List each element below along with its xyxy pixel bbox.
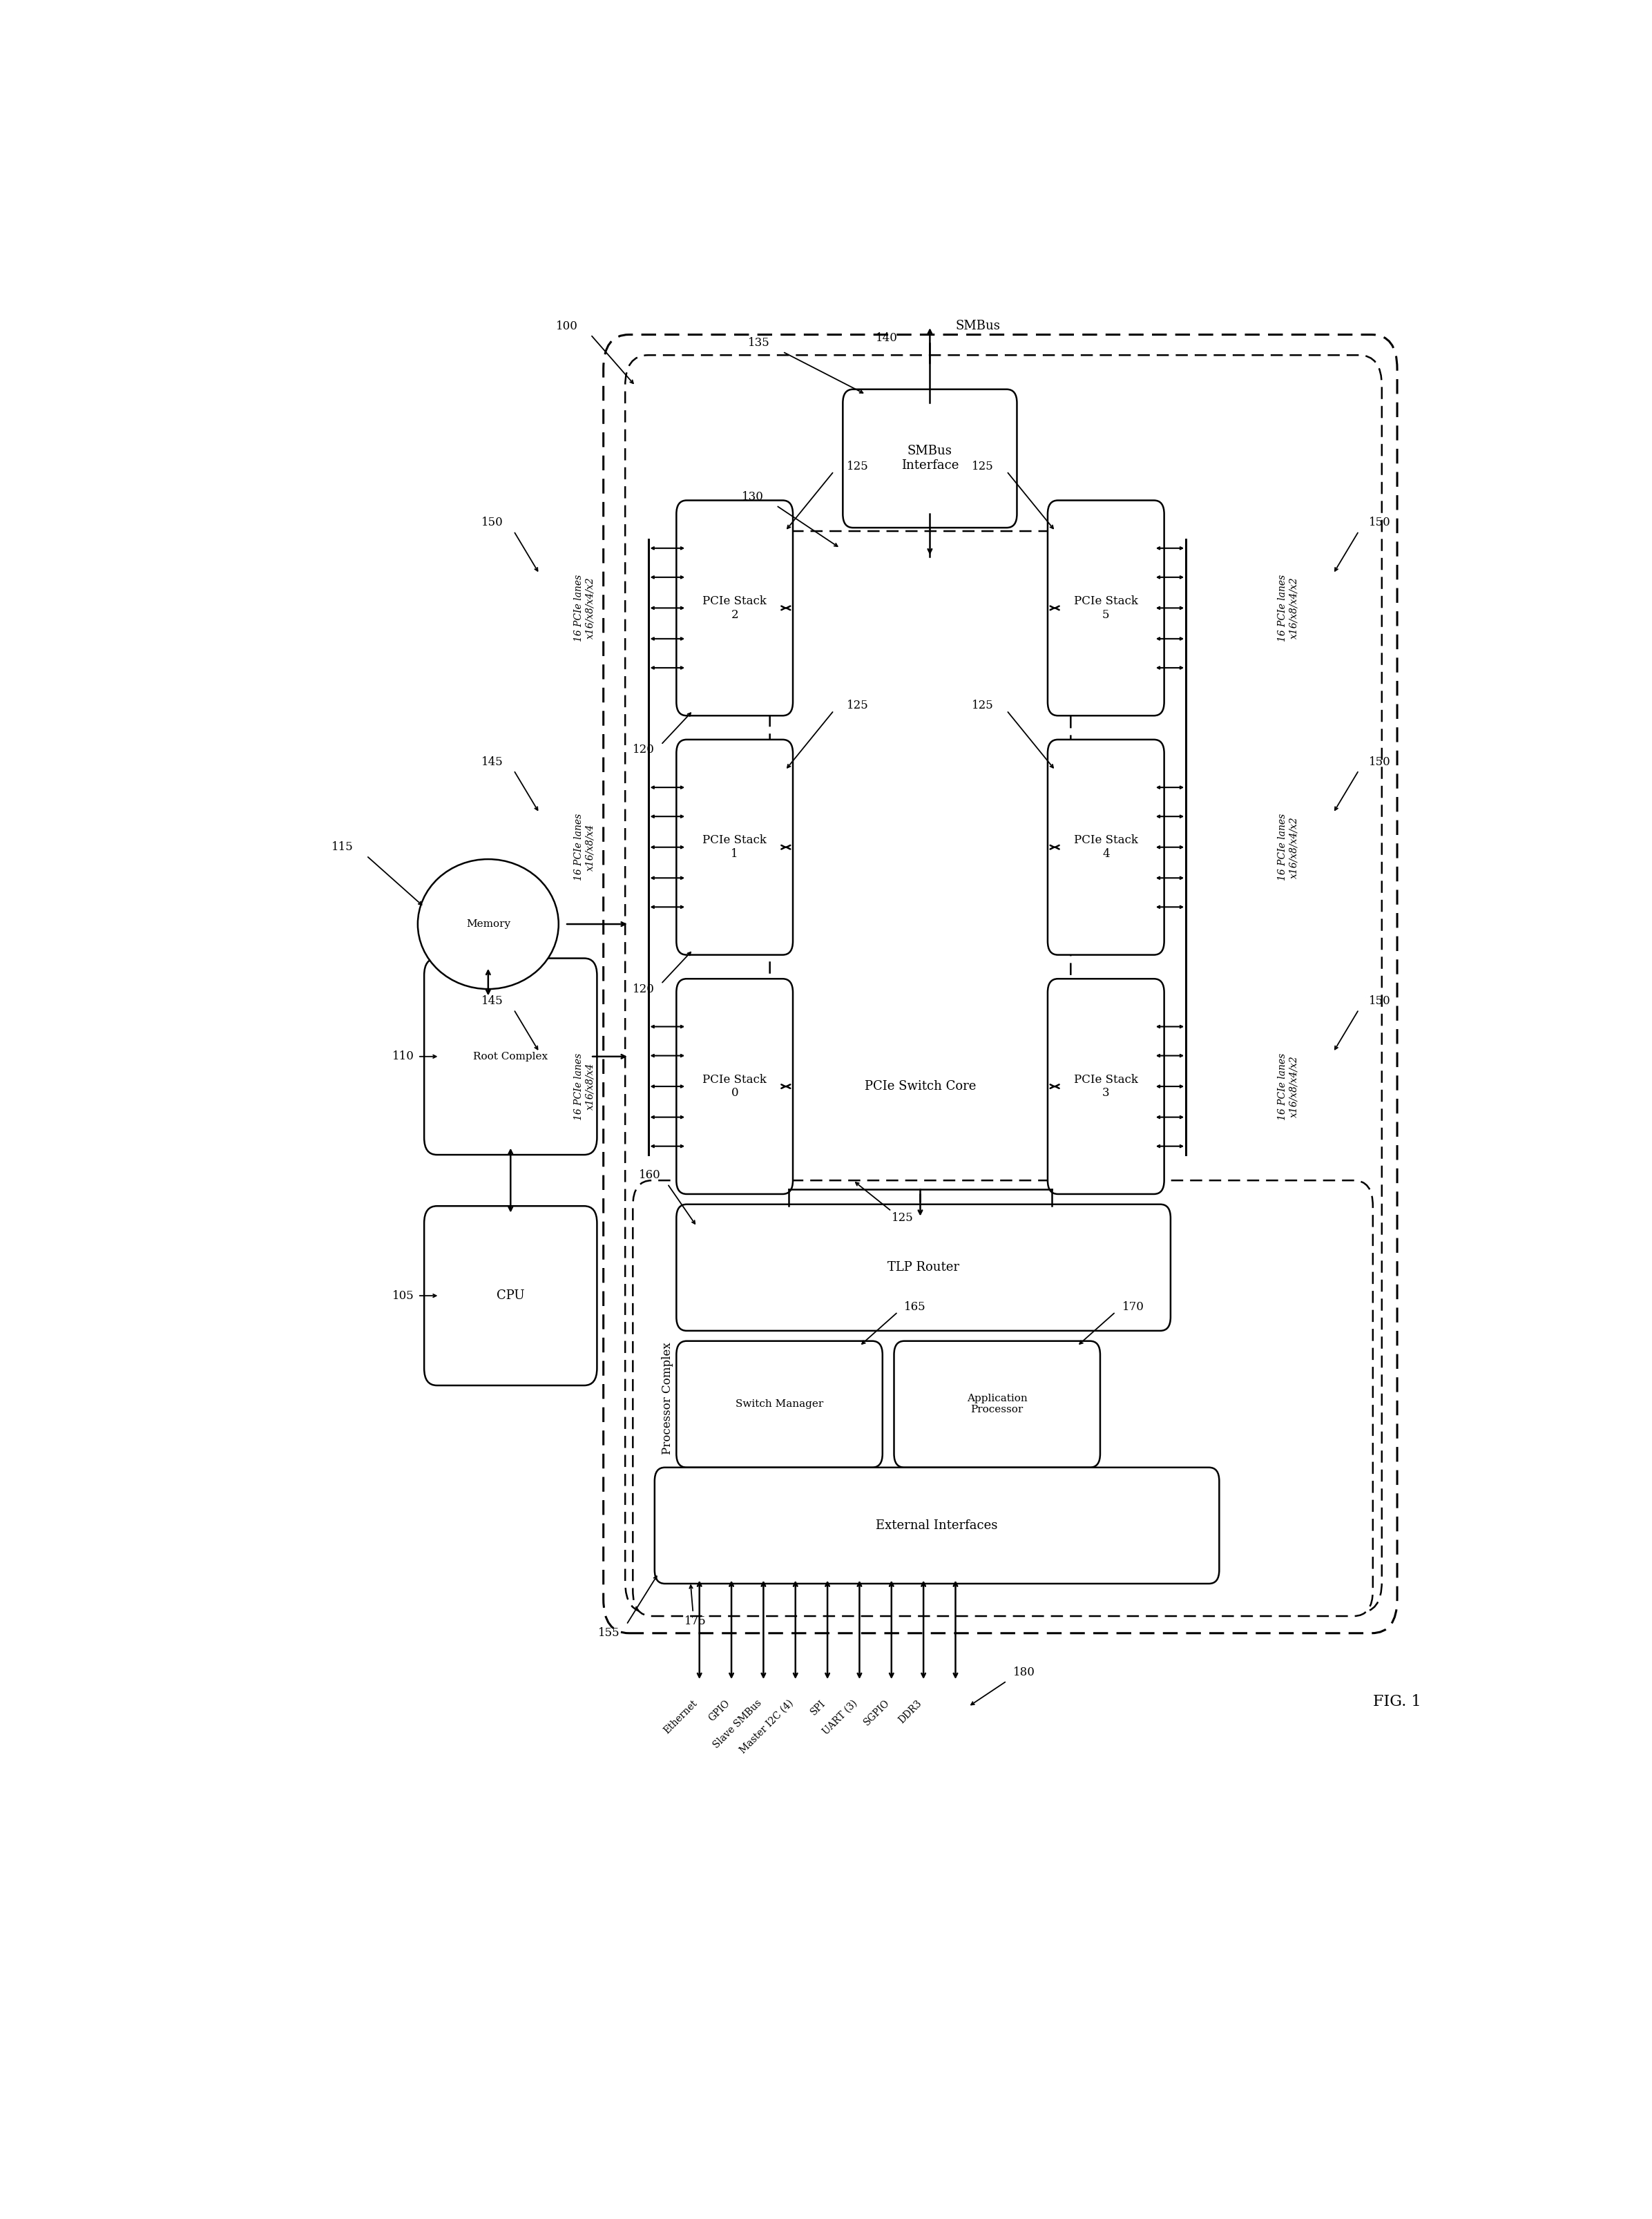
Text: Application
Processor: Application Processor [966,1394,1028,1416]
Text: 125: 125 [971,699,995,712]
Text: UART (3): UART (3) [821,1698,859,1737]
Text: 16 PCIe lanes
x16/x8/x4/x2: 16 PCIe lanes x16/x8/x4/x2 [573,575,595,641]
Text: 150: 150 [1370,517,1391,528]
FancyBboxPatch shape [676,1340,882,1467]
Text: 140: 140 [876,333,899,344]
Text: 135: 135 [748,337,770,348]
FancyBboxPatch shape [894,1340,1100,1467]
Text: Root Complex: Root Complex [472,1052,548,1061]
FancyBboxPatch shape [603,335,1398,1633]
Text: 120: 120 [633,743,654,757]
FancyBboxPatch shape [425,1207,596,1385]
FancyBboxPatch shape [676,1205,1171,1331]
Text: GPIO: GPIO [707,1698,732,1722]
Text: 125: 125 [847,699,869,712]
Text: 16 PCIe lanes
x16/x8/x4/x2: 16 PCIe lanes x16/x8/x4/x2 [1279,1052,1298,1121]
Text: PCIe Stack
1: PCIe Stack 1 [702,834,767,859]
Text: 100: 100 [555,320,578,333]
Text: PCIe Switch Core: PCIe Switch Core [864,1081,976,1092]
Text: Memory: Memory [466,919,510,930]
FancyBboxPatch shape [843,388,1018,528]
Text: PCIe Stack
5: PCIe Stack 5 [1074,595,1138,621]
Text: 16 PCIe lanes
x16/x8/x4: 16 PCIe lanes x16/x8/x4 [573,814,595,881]
Text: 145: 145 [482,994,504,1007]
FancyBboxPatch shape [1047,499,1165,717]
FancyBboxPatch shape [654,1467,1219,1584]
Text: 150: 150 [1370,994,1391,1007]
Text: 16 PCIe lanes
x16/x8/x4/x2: 16 PCIe lanes x16/x8/x4/x2 [1279,575,1298,641]
Text: SMBus: SMBus [955,320,999,333]
FancyBboxPatch shape [770,530,1070,1214]
Text: SPI: SPI [809,1698,828,1718]
FancyBboxPatch shape [624,355,1381,1613]
Text: 145: 145 [482,757,504,768]
Text: Master I2C (4): Master I2C (4) [738,1698,796,1755]
Text: PCIe Stack
2: PCIe Stack 2 [702,595,767,621]
FancyBboxPatch shape [676,499,793,717]
FancyBboxPatch shape [1047,979,1165,1194]
Text: 16 PCIe lanes
x16/x8/x4/x2: 16 PCIe lanes x16/x8/x4/x2 [1279,814,1298,881]
Text: 180: 180 [1013,1666,1036,1678]
Ellipse shape [418,859,558,990]
FancyBboxPatch shape [425,959,596,1154]
Text: 155: 155 [598,1627,620,1640]
Text: 150: 150 [482,517,504,528]
FancyBboxPatch shape [633,1181,1373,1615]
Text: PCIe Stack
4: PCIe Stack 4 [1074,834,1138,859]
Text: 110: 110 [392,1050,415,1063]
Text: 150: 150 [1370,757,1391,768]
Text: TLP Router: TLP Router [887,1260,960,1274]
FancyBboxPatch shape [676,979,793,1194]
Text: Ethernet: Ethernet [662,1698,699,1735]
Text: FIG. 1: FIG. 1 [1373,1693,1421,1709]
Text: 130: 130 [742,490,763,504]
Text: 175: 175 [684,1615,705,1627]
Text: SGPIO: SGPIO [862,1698,892,1729]
Text: 125: 125 [892,1212,914,1225]
FancyBboxPatch shape [1047,739,1165,954]
Text: 170: 170 [1122,1300,1143,1314]
Text: Slave SMBus: Slave SMBus [712,1698,763,1751]
Text: 115: 115 [332,841,354,852]
Text: External Interfaces: External Interfaces [876,1520,998,1531]
Text: Switch Manager: Switch Manager [735,1400,823,1409]
Text: Processor Complex: Processor Complex [661,1342,674,1453]
Text: SMBus
Interface: SMBus Interface [900,446,958,473]
Text: 16 PCIe lanes
x16/x8/x4: 16 PCIe lanes x16/x8/x4 [573,1052,595,1121]
Text: 125: 125 [847,459,869,473]
Text: 165: 165 [904,1300,927,1314]
Text: 120: 120 [633,983,654,994]
FancyBboxPatch shape [676,739,793,954]
Text: DDR3: DDR3 [897,1698,923,1724]
Text: 105: 105 [392,1289,415,1303]
Text: CPU: CPU [497,1289,525,1303]
Text: 125: 125 [971,459,995,473]
Text: PCIe Stack
0: PCIe Stack 0 [702,1074,767,1098]
Text: 160: 160 [639,1169,661,1181]
Text: PCIe Stack
3: PCIe Stack 3 [1074,1074,1138,1098]
